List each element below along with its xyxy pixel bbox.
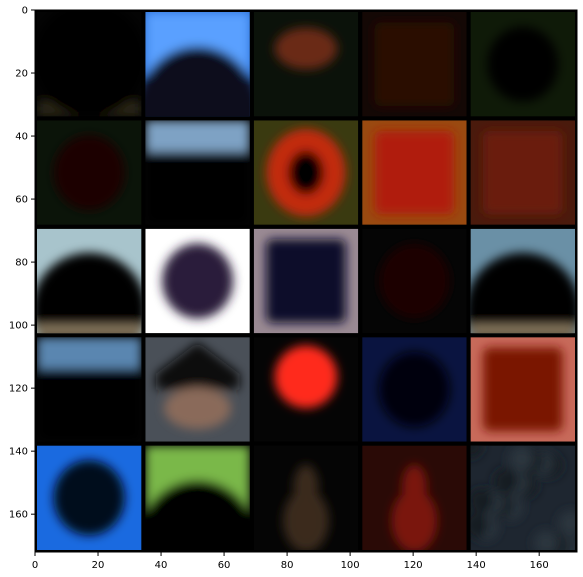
tile-r5c2: [145, 445, 250, 551]
tile-r5c4: [362, 445, 467, 551]
y-axis: 0 20 40 60 80 100 120 140 160: [9, 6, 35, 521]
tile-r2c1: [37, 120, 142, 225]
tile-r4c1: [37, 337, 142, 442]
tile-r3c5: [470, 228, 576, 334]
tile-r3c2: [145, 228, 250, 334]
x-tick-label: 0: [32, 560, 38, 571]
y-tick-label: 60: [15, 195, 28, 206]
tile-r3c3: [253, 228, 359, 334]
x-tick-label: 100: [341, 560, 360, 571]
tile-r2c5: [470, 120, 575, 225]
tile-r5c1: [37, 445, 142, 550]
y-tick-label: 160: [9, 510, 28, 521]
y-tick-label: 80: [15, 258, 28, 269]
x-tick-label: 140: [467, 560, 486, 571]
y-tick-label: 140: [9, 447, 28, 458]
y-tick-label: 120: [9, 384, 28, 395]
tile-r4c4: [362, 337, 467, 442]
tile-r1c5: [470, 12, 575, 117]
tile-grid: [37, 12, 576, 551]
tile-r1c4: [362, 12, 467, 117]
tile-r2c4: [362, 120, 467, 225]
y-tick-label: 100: [9, 321, 28, 332]
y-tick-label: 40: [15, 132, 28, 143]
tile-r1c2: [145, 12, 250, 117]
tile-r4c3: [253, 337, 359, 442]
tile-r1c1: [37, 12, 142, 117]
axes-border: [34, 9, 578, 553]
x-tick-label: 40: [155, 560, 168, 571]
tile-r5c3: [253, 445, 359, 551]
tile-r3c4: [362, 228, 467, 334]
x-tick-label: 120: [404, 560, 423, 571]
x-tick-label: 60: [218, 560, 231, 571]
y-tick-label: 0: [22, 6, 28, 17]
tile-r1c3: [253, 12, 359, 117]
tile-r4c2: [145, 337, 250, 442]
y-tick-label: 20: [15, 69, 28, 80]
tile-r2c3: [253, 120, 359, 225]
tile-r3c1: [37, 228, 142, 334]
x-axis: 0 20 40 60 80 100 120 140 160: [32, 552, 549, 571]
x-tick-label: 20: [92, 560, 105, 571]
x-tick-label: 160: [530, 560, 549, 571]
tile-r4c5: [470, 337, 575, 442]
x-tick-label: 80: [281, 560, 294, 571]
tile-r5c5: [470, 445, 576, 551]
tile-r2c2: [145, 120, 250, 225]
